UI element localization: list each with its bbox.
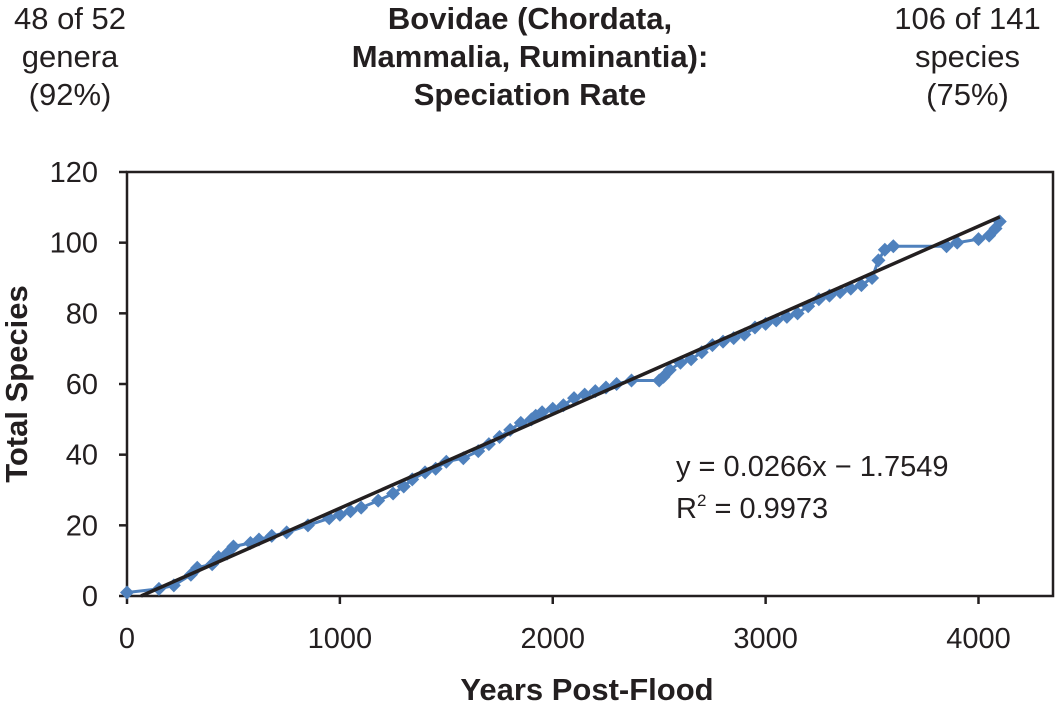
- data-point-marker: [971, 232, 986, 247]
- data-point-marker: [243, 536, 258, 550]
- y-tick-label: 120: [50, 157, 98, 189]
- trendline: [140, 215, 1001, 598]
- chart-title-line-3: Speciation Rate: [413, 77, 647, 112]
- x-axis: 0 1000 2000 3000 4000: [119, 596, 1011, 655]
- y-tick-label: 0: [82, 581, 98, 613]
- data-point-marker: [950, 235, 965, 250]
- chart-title: Bovidae (Chordata, Mammalia, Ruminantia)…: [340, 0, 720, 114]
- x-tick-label: 2000: [520, 623, 585, 655]
- y-axis-title: Total Species: [0, 285, 34, 483]
- data-point-marker: [790, 306, 805, 321]
- x-tick-label: 1000: [308, 623, 373, 655]
- data-point-marker: [886, 239, 901, 254]
- data-point-marker: [120, 585, 134, 600]
- data-point-marker: [226, 539, 241, 554]
- data-point-marker: [343, 504, 358, 519]
- data-point-marker: [871, 253, 886, 268]
- chart-title-line-2: Mammalia, Ruminantia):: [351, 39, 709, 74]
- data-point-marker: [662, 362, 677, 377]
- y-tick-label: 80: [66, 298, 98, 330]
- species-line-3: (75%): [926, 77, 1009, 112]
- y-tick-label: 60: [66, 369, 98, 401]
- trendline-equation: y = 0.0266x − 1.7549: [676, 451, 949, 483]
- r-squared-value: = 0.9973: [706, 493, 828, 525]
- genera-line-2: genera: [21, 39, 119, 74]
- data-point-marker: [354, 500, 369, 515]
- x-tick-label: 0: [119, 623, 135, 655]
- data-point-marker: [371, 493, 386, 508]
- plot-area-border: [125, 170, 1055, 598]
- r-squared-superscript: 2: [697, 491, 706, 510]
- x-axis-title: Years Post-Flood: [460, 672, 713, 703]
- trendline-layer: [140, 215, 1001, 598]
- x-tick-label: 3000: [733, 623, 798, 655]
- data-point-marker: [386, 486, 401, 501]
- genera-count-note: 48 of 52 genera (92%): [0, 0, 140, 114]
- y-tick-label: 40: [66, 440, 98, 472]
- y-tick-label: 100: [50, 228, 98, 260]
- chart-title-line-1: Bovidae (Chordata,: [387, 1, 673, 36]
- y-tick-label: 20: [66, 510, 98, 542]
- genera-line-3: (92%): [28, 77, 112, 112]
- genera-line-1: 48 of 52: [13, 1, 127, 36]
- species-line-2: species: [914, 39, 1021, 74]
- r-squared-symbol: R: [676, 493, 697, 525]
- x-tick-label: 4000: [946, 623, 1011, 655]
- data-point-marker: [854, 278, 869, 293]
- r-squared-annotation: R2 = 0.9973: [676, 491, 828, 525]
- plot-frame: [125, 170, 1055, 598]
- y-axis: 0 20 40 60 80 100 120: [50, 157, 127, 613]
- species-count-note: 106 of 141 species (75%): [880, 0, 1055, 114]
- species-line-1: 106 of 141: [894, 1, 1041, 36]
